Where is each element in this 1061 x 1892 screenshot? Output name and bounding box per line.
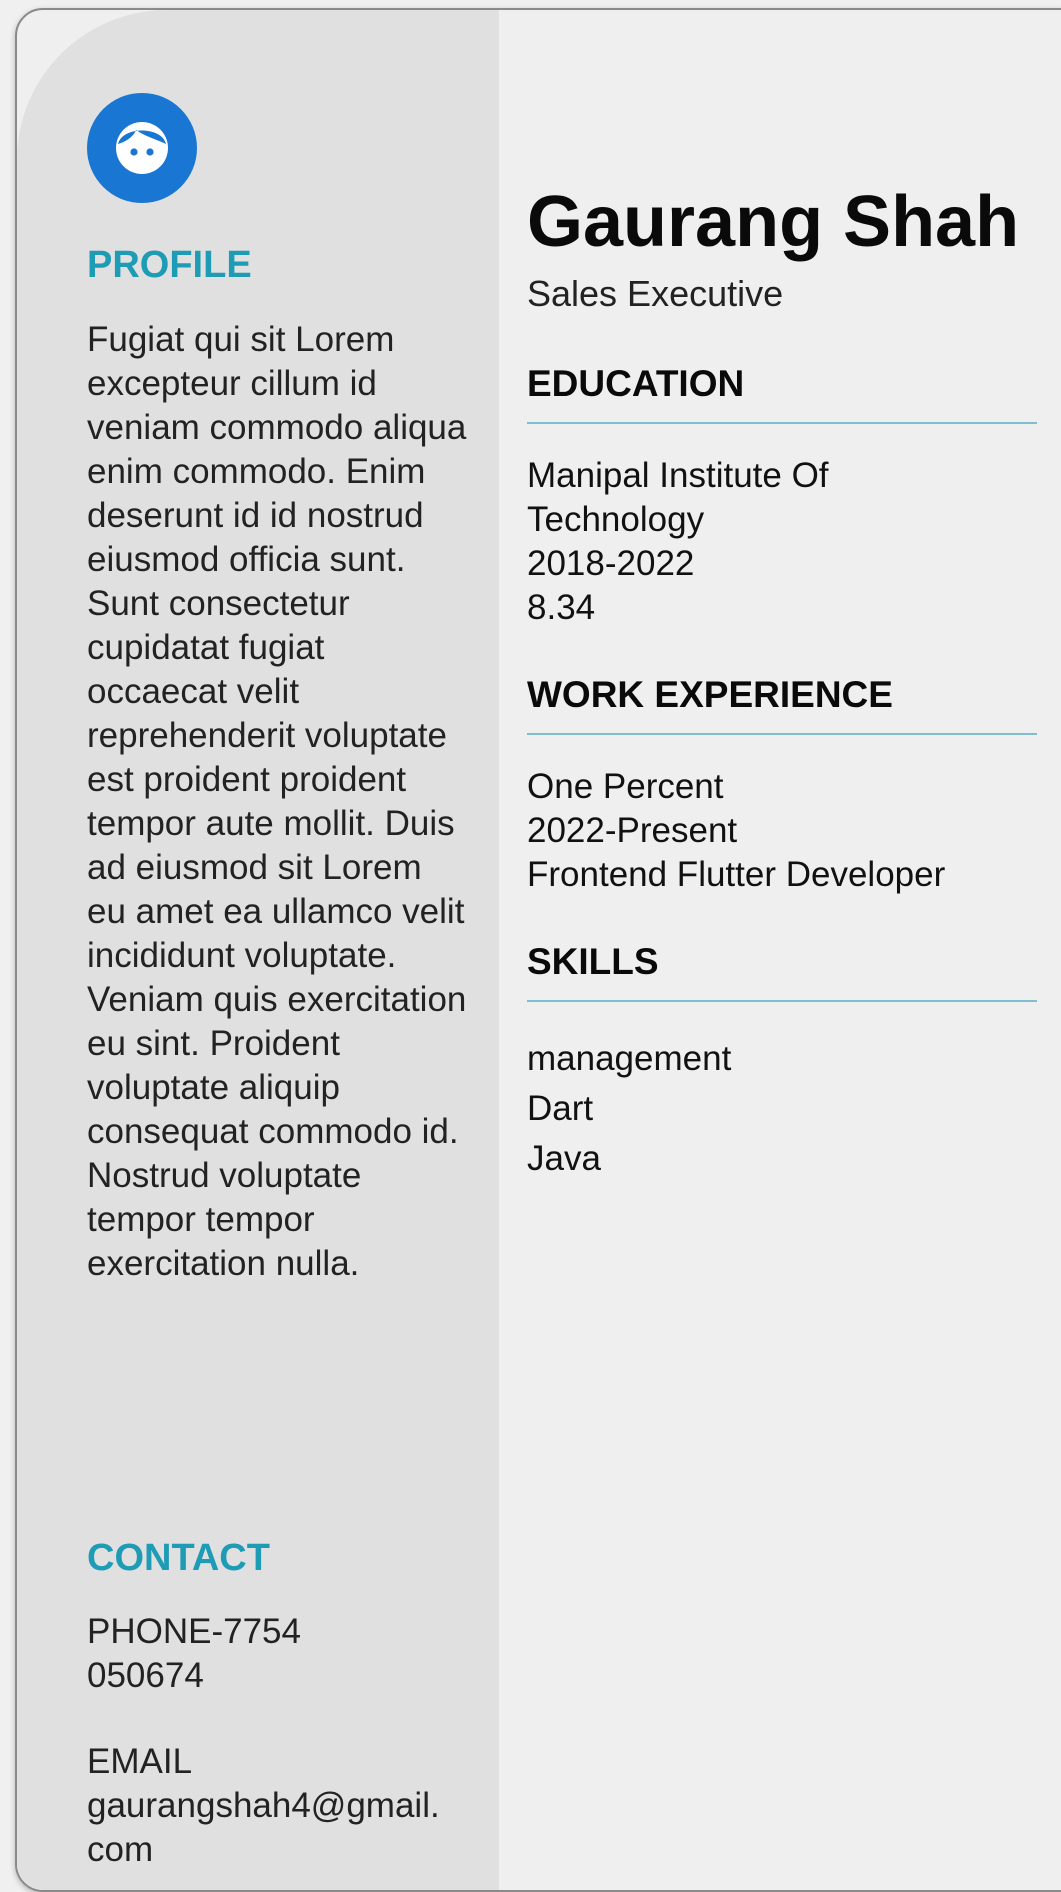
education-details: Manipal Institute Of Technology 2018-202… bbox=[527, 454, 1042, 630]
work-details: One Percent 2022-Present Frontend Flutte… bbox=[527, 765, 1042, 897]
contact-email: gaurangshah4@gmail.com bbox=[87, 1786, 440, 1869]
skill-item: Dart bbox=[527, 1089, 594, 1128]
education-grade: 8.34 bbox=[527, 588, 596, 627]
person-role: Sales Executive bbox=[527, 273, 784, 314]
skill-item: Java bbox=[527, 1139, 601, 1178]
education-institute: Manipal Institute Of Technology bbox=[527, 456, 829, 539]
skill-item: management bbox=[527, 1039, 732, 1078]
avatar bbox=[87, 93, 197, 203]
work-divider bbox=[527, 733, 1037, 735]
education-divider bbox=[527, 422, 1037, 424]
work-heading: WORK EXPERIENCE bbox=[527, 674, 893, 715]
contact-email-label: EMAIL bbox=[87, 1742, 193, 1781]
skills-divider bbox=[527, 1000, 1037, 1002]
skills-heading: SKILLS bbox=[527, 941, 659, 982]
work-period: 2022-Present bbox=[527, 811, 738, 850]
sidebar: PROFILE Fugiat qui sit Lorem excepteur c… bbox=[17, 10, 499, 1890]
person-name: Gaurang Shah bbox=[527, 182, 1020, 262]
work-company: One Percent bbox=[527, 767, 724, 806]
contact-phone: PHONE-7754050674 bbox=[87, 1612, 301, 1695]
skills-list: management Dart Java bbox=[527, 1034, 1042, 1184]
profile-text: Fugiat qui sit Lorem excepteur cillum id… bbox=[87, 320, 467, 1283]
resume-card: PROFILE Fugiat qui sit Lorem excepteur c… bbox=[15, 8, 1061, 1892]
education-years: 2018-2022 bbox=[527, 544, 695, 583]
education-heading: EDUCATION bbox=[527, 363, 745, 404]
profile-heading: PROFILE bbox=[87, 244, 252, 286]
contact-heading: CONTACT bbox=[87, 1537, 270, 1579]
face-icon bbox=[116, 122, 168, 174]
work-position: Frontend Flutter Developer bbox=[527, 855, 946, 894]
